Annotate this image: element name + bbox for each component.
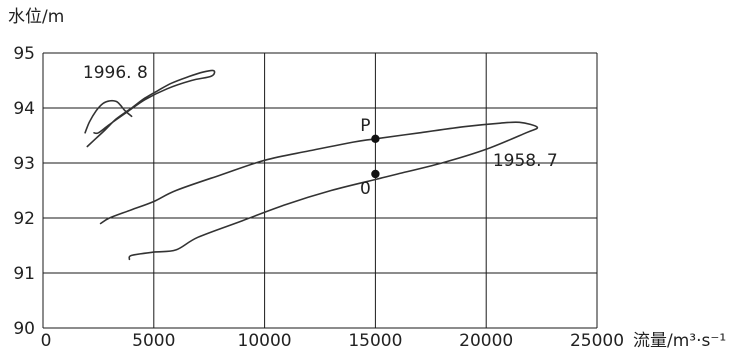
point-marker <box>371 169 380 179</box>
curves <box>84 69 539 261</box>
y-tick-label: 92 <box>13 209 35 229</box>
point-label: P <box>360 116 370 136</box>
point-label: 0 <box>360 179 371 199</box>
y-tick-label: 93 <box>13 154 35 174</box>
points <box>371 134 380 179</box>
point-marker <box>371 134 380 143</box>
x-tick-label: 25000 <box>570 331 624 351</box>
x-tick-label: 5000 <box>132 331 175 351</box>
series-line-0 <box>86 69 216 148</box>
annotation-label: 1958. 7 <box>493 151 558 171</box>
y-axis-label: 水位/m <box>8 7 64 27</box>
x-tick-label: 15000 <box>348 331 402 351</box>
series-line-2 <box>99 121 539 261</box>
x-axis-label: 流量/m³·s⁻¹ <box>633 331 726 351</box>
annotation-label: 1996. 8 <box>83 63 148 83</box>
x-tick-label: 20000 <box>459 331 513 351</box>
x-tick-label: 0 <box>41 331 52 351</box>
series-line-1 <box>84 99 133 134</box>
y-tick-label: 91 <box>13 264 35 284</box>
y-tick-label: 90 <box>13 319 35 339</box>
labels: 0 5000 10000 15000 20000 25000 90 91 92 93 94 95 P 0 1… <box>13 44 624 351</box>
y-tick-label: 95 <box>13 44 35 64</box>
grid <box>42 52 598 329</box>
y-tick-label: 94 <box>13 99 35 119</box>
x-tick-label: 10000 <box>238 331 292 351</box>
